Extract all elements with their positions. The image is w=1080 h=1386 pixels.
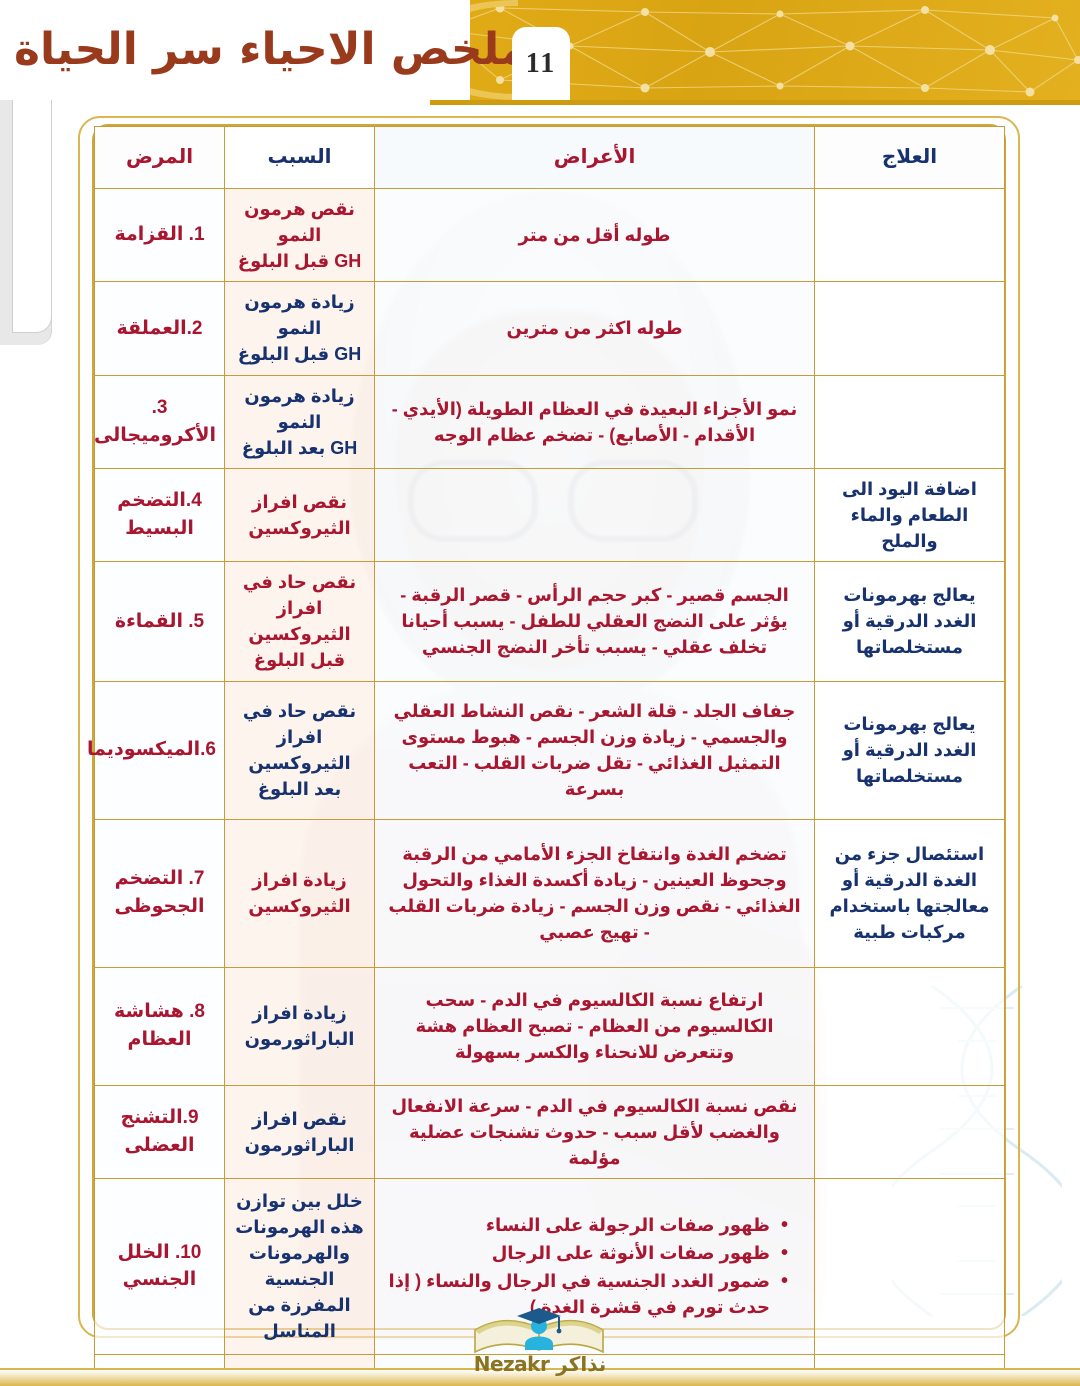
table-row: ظهور صفات الرجولة على النساء ظهور صفات ا… (94, 1177, 1005, 1355)
cause-line-1: زيادة افراز (252, 1002, 347, 1023)
cause-line-1: نقص هرمون النمو (244, 199, 355, 246)
cause-line-1: زيادة هرمون النمو (244, 292, 355, 339)
table-row: ارتفاع نسبة الكالسيوم في الدم - سحب الكا… (94, 966, 1005, 1086)
list-item: ضمور الغدد الجنسية في الرجال والنساء ( إ… (383, 1267, 788, 1320)
cell-treatment: يعالج بهرمونات الغدد الدرقية أو مستخلصات… (814, 680, 1005, 820)
cell-treatment (814, 966, 1005, 1086)
table-row: استئصال جزء من الغدة الدرقية أو معالجتها… (94, 818, 1005, 968)
cell-treatment: استئصال جزء من الغدة الدرقية أو معالجتها… (814, 818, 1005, 968)
cell-symptoms: الجسم قصير - كبر حجم الرأس - قصر الرقبة … (374, 561, 815, 682)
table-row: نقص نسبة الكالسيوم في الدم - سرعة الانفع… (94, 1084, 1005, 1179)
cell-cause: زيادة هرمون النمو GH بعد البلوغ (224, 374, 375, 469)
cell-cause: نقص حاد في افراز الثيروكسين بعد البلوغ (224, 680, 375, 820)
cause-line-2: والهرمونات الجنسية المفرزة من المناسل (248, 1243, 351, 1342)
cause-line-2: GH بعد البلوغ (241, 437, 358, 458)
cell-disease: 10. الخلل الجنسي (94, 1177, 225, 1355)
cell-cause: زيادة هرمون النمو GH قبل البلوغ (224, 281, 375, 376)
cell-treatment (814, 187, 1005, 283)
column-header-treatment: العلاج (814, 126, 1005, 189)
cell-treatment: يعالج بهرمونات الغدد الدرقية أو مستخلصات… (814, 561, 1005, 682)
cell-disease: 3. الأكروميجالى (94, 374, 225, 469)
cell-disease: 6.الميكسوديما (87, 680, 225, 820)
cell-symptoms: نمو الأجزاء البعيدة في العظام الطويلة (ا… (374, 374, 815, 469)
cause-line-1: نقص افراز (252, 1108, 347, 1129)
cause-line-1: نقص حاد في افراز (242, 700, 357, 747)
endocrine-diseases-table: العلاج الأعراض السبب المرض طوله أقل من م… (87, 126, 1005, 1386)
table-header-row: العلاج الأعراض السبب المرض (94, 126, 1005, 189)
cell-disease: 7. التضخم الجحوظى (94, 818, 225, 968)
cause-line-2: الباراثورمون (244, 1134, 355, 1155)
table-row: طوله أقل من متر نقص هرمون النمو GH قبل ا… (94, 187, 1005, 283)
cause-line-2: الباراثورمون (244, 1029, 355, 1049)
cell-treatment (814, 1177, 1005, 1355)
table-row: يعالج بهرمونات الغدد الدرقية أو مستخلصات… (94, 561, 1005, 682)
cell-disease: 5. القماءة (94, 561, 225, 682)
footer-bar (0, 1368, 1080, 1386)
symptoms-list: ظهور صفات الرجولة على النساء ظهور صفات ا… (383, 1211, 788, 1320)
cell-disease: 2.العملقة (94, 281, 225, 376)
cell-cause: نقص حاد في افراز الثيروكسين قبل البلوغ (224, 561, 375, 682)
list-item: ظهور صفات الأنوثة على الرجال (383, 1239, 788, 1268)
list-item: ظهور صفات الرجولة على النساء (383, 1211, 788, 1240)
column-header-disease: المرض (94, 126, 225, 189)
cause-line-2: الثيروكسين (248, 517, 351, 538)
table-row: يعالج بهرمونات الغدد الدرقية أو مستخلصات… (87, 680, 1005, 820)
page-number-tab: 11 (512, 27, 570, 100)
page-header: ملخص الاحياء سر الحياة 11 (0, 0, 1080, 105)
cell-cause: نقص هرمون النمو GH قبل البلوغ (224, 187, 375, 283)
cell-symptoms (374, 467, 815, 563)
cell-treatment (814, 1084, 1005, 1179)
cell-symptoms: نقص نسبة الكالسيوم في الدم - سرعة الانفع… (374, 1084, 815, 1179)
page-title: ملخص الاحياء سر الحياة (14, 24, 529, 75)
cause-line-2: GH قبل البلوغ (237, 344, 362, 365)
cause-line-1: خلل بين توازن هذه الهرمونات (235, 1191, 364, 1238)
cause-line-1: نقص حاد في افراز (242, 572, 357, 619)
column-header-cause: السبب (224, 126, 375, 189)
cell-symptoms: ارتفاع نسبة الكالسيوم في الدم - سحب الكا… (374, 966, 815, 1086)
cause-line-2: الثيروكسين بعد البلوغ (248, 753, 351, 800)
cause-line-2: الثيروكسين قبل البلوغ (248, 624, 351, 671)
cell-disease: 1. القزامة (94, 187, 225, 283)
cause-line-2: GH قبل البلوغ (237, 251, 362, 272)
cell-symptoms: جفاف الجلد - قلة الشعر - نقص النشاط العق… (374, 680, 815, 820)
cell-cause: زيادة افراز الباراثورمون (224, 966, 375, 1086)
cell-cause: خلل بين توازن هذه الهرمونات والهرمونات ا… (224, 1177, 375, 1355)
cell-disease: 9.التشنج العضلى (94, 1084, 225, 1179)
cause-line-2: الثيروكسين (248, 896, 351, 916)
cell-treatment: اضافة اليود الى الطعام والماء والملح (814, 467, 1005, 563)
cell-symptoms: تضخم الغدة وانتفاخ الجزء الأمامي من الرق… (374, 818, 815, 968)
cell-symptoms: طوله أقل من متر (374, 187, 815, 283)
table-row: نمو الأجزاء البعيدة في العظام الطويلة (ا… (94, 374, 1005, 469)
cell-cause: نقص افراز الباراثورمون (224, 1084, 375, 1179)
cause-line-1: زيادة هرمون النمو (244, 385, 355, 432)
table-body: طوله أقل من متر نقص هرمون النمو GH قبل ا… (87, 187, 1005, 1386)
cause-line-1: زيادة افراز (252, 869, 347, 890)
cell-cause: نقص افراز الثيروكسين (224, 467, 375, 563)
cell-symptoms: طوله اكثر من مترين (374, 281, 815, 376)
cell-treatment (814, 374, 1005, 469)
table-row: اضافة اليود الى الطعام والماء والملح نقص… (94, 467, 1005, 563)
column-header-symptoms: الأعراض (374, 126, 815, 189)
header-title-area: ملخص الاحياء سر الحياة (0, 0, 529, 100)
cell-symptoms: ظهور صفات الرجولة على النساء ظهور صفات ا… (374, 1177, 815, 1355)
cause-line-1: نقص افراز (252, 491, 347, 512)
page-number-label: 11 (525, 47, 557, 79)
cell-disease: 4.التضخم البسيط (94, 467, 225, 563)
cell-disease: 8. هشاشة العظام (94, 966, 225, 1086)
table-row: طوله اكثر من مترين زيادة هرمون النمو GH … (94, 281, 1005, 376)
cell-treatment (814, 281, 1005, 376)
header-bottom-rule (430, 100, 1080, 105)
cell-cause: زيادة افراز الثيروكسين (224, 818, 375, 968)
